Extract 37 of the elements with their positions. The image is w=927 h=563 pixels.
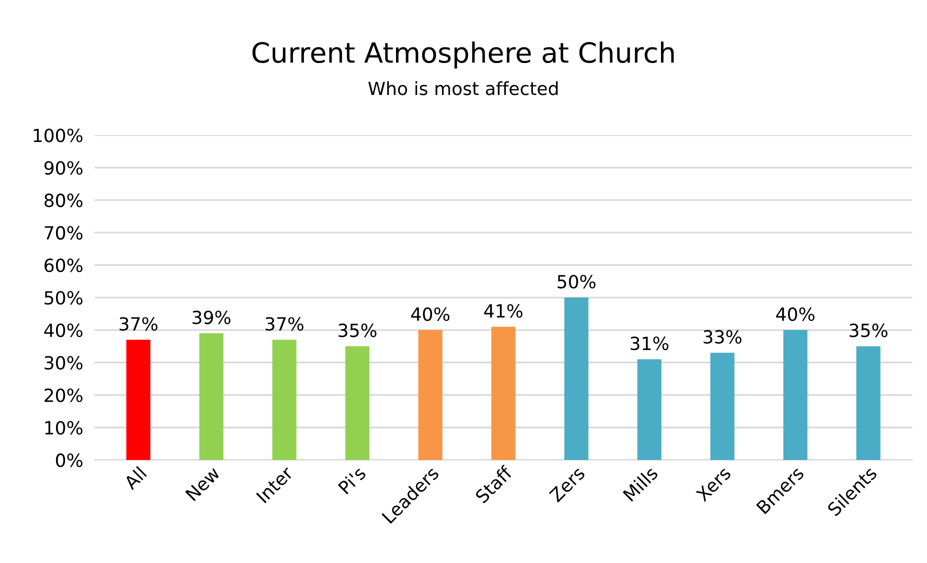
data-label: 31% xyxy=(630,336,668,350)
bar xyxy=(199,333,224,460)
data-label: 37% xyxy=(120,317,158,331)
data-label: 35% xyxy=(338,324,376,338)
y-tick-label: 70% xyxy=(44,226,82,240)
bar xyxy=(272,340,296,460)
y-tick-label: 90% xyxy=(44,161,82,175)
chart-subtitle: Who is most affected xyxy=(368,81,558,96)
data-label: 33% xyxy=(704,330,742,344)
bar xyxy=(710,352,734,460)
data-label: 35% xyxy=(850,324,888,338)
data-label: 37% xyxy=(266,317,304,331)
data-label: 41% xyxy=(484,304,522,318)
bar xyxy=(345,346,370,460)
y-tick-label: 60% xyxy=(44,258,82,272)
bar xyxy=(126,340,150,460)
x-tick-label: Pi's xyxy=(337,465,367,495)
y-tick-label: 20% xyxy=(44,388,82,402)
data-label: 40% xyxy=(776,307,814,321)
data-label: 39% xyxy=(192,310,230,324)
x-tick-label: All xyxy=(122,466,147,490)
bar xyxy=(783,330,808,460)
bar xyxy=(491,326,516,460)
bar xyxy=(856,346,880,460)
bar xyxy=(418,330,442,460)
y-tick-label: 40% xyxy=(44,323,82,338)
y-tick-label: 30% xyxy=(44,356,82,370)
bar xyxy=(564,298,588,460)
bar xyxy=(637,359,662,460)
data-label: 50% xyxy=(558,274,596,288)
data-label: 40% xyxy=(411,307,450,321)
y-tick-label: 0% xyxy=(56,453,82,468)
chart-title: Current Atmosphere at Church xyxy=(252,42,674,68)
y-tick-label: 50% xyxy=(44,291,82,305)
y-tick-label: 10% xyxy=(45,420,82,435)
y-tick-label: 80% xyxy=(44,194,82,208)
y-tick-label: 100% xyxy=(34,128,82,142)
